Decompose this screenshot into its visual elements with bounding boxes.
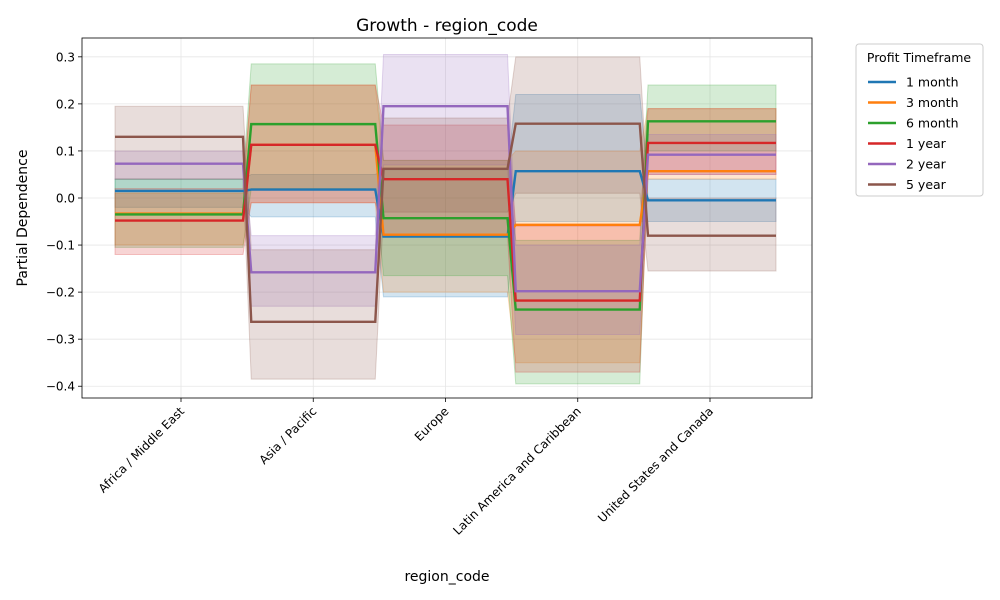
- x-tick-label: Latin America and Caribbean: [450, 404, 583, 537]
- legend-label: 1 month: [906, 75, 959, 90]
- series-lines: [115, 105, 776, 323]
- legend-item: 1 year: [868, 136, 947, 151]
- x-axis-label: region_code: [404, 569, 489, 585]
- legend-label: 2 year: [906, 157, 947, 172]
- chart-title: Growth - region_code: [356, 16, 538, 36]
- y-tick-label: −0.3: [46, 333, 75, 347]
- y-tick-label: 0.3: [56, 50, 75, 64]
- y-tick-label: −0.1: [46, 239, 75, 253]
- x-tick-label: United States and Canada: [595, 404, 716, 525]
- confidence-band: [114, 84, 777, 364]
- legend-item: 6 month: [868, 116, 959, 131]
- grid: [82, 38, 812, 398]
- legend-label: 5 year: [906, 177, 947, 192]
- series-line: [115, 122, 776, 323]
- x-tick-label: Asia / Pacific: [256, 404, 319, 467]
- y-tick-label: 0.1: [56, 144, 75, 158]
- y-axis-label: Partial Dependence: [15, 150, 31, 287]
- legend-title: Profit Timeframe: [867, 50, 972, 65]
- legend-item: 3 month: [868, 95, 959, 110]
- legend-item: 5 year: [868, 177, 947, 192]
- legend-label: 1 year: [906, 136, 947, 151]
- y-tick-label: 0.0: [56, 192, 75, 206]
- x-tick-label: Europe: [412, 404, 452, 444]
- legend-item: 1 month: [868, 75, 959, 90]
- legend-label: 3 month: [906, 95, 959, 110]
- plot-area: [81, 37, 813, 399]
- legend-label: 6 month: [906, 116, 959, 131]
- y-tick-label: 0.2: [56, 97, 75, 111]
- y-tick-label: −0.2: [46, 286, 75, 300]
- legend-item: 2 year: [868, 157, 947, 172]
- x-tick-label: Africa / Middle East: [96, 404, 188, 496]
- legend-items: 1 month 3 month 6 month 1 year 2 year 5 year: [868, 75, 959, 192]
- y-tick-label: −0.4: [46, 380, 75, 394]
